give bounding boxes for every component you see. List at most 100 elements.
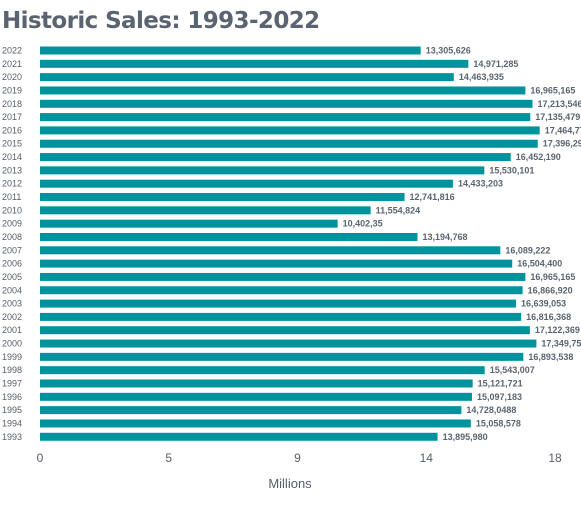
data-label-2000: 17,349,755 [541,339,581,349]
category-label-2013: 2013 [2,165,22,175]
category-label-2003: 2003 [2,299,22,309]
data-label-2010: 11,554,824 [376,205,421,215]
x-tick-label: 14 [420,451,434,465]
category-label-2010: 2010 [2,205,22,215]
category-label-2022: 2022 [2,46,22,56]
bar-1999 [40,352,524,361]
chart-title: Historic Sales: 1993-2022 [2,8,320,34]
category-label-2000: 2000 [2,339,22,349]
data-label-2017: 17,135,479 [535,112,580,122]
bar-2009 [40,219,338,228]
category-label-2012: 2012 [2,179,22,189]
category-label-2019: 2019 [2,85,22,95]
category-label-2004: 2004 [2,285,22,295]
bar-2007 [40,246,501,255]
category-label-2018: 2018 [2,99,22,109]
category-label-1997: 1997 [2,379,22,389]
x-tick-label: 9 [294,451,301,465]
category-label-1996: 1996 [2,392,22,402]
data-label-2006: 16,504,400 [517,259,562,269]
bar-2003 [40,299,517,308]
x-axis-title: Millions [268,476,312,491]
data-label-2002: 16,816,368 [526,312,571,322]
data-label-2012: 14,433,203 [458,179,503,189]
data-label-2022: 13,305,626 [426,46,471,56]
category-label-2011: 2011 [2,192,21,202]
data-label-2003: 16,639,053 [521,299,566,309]
x-tick-label: 5 [165,451,172,465]
bar-2017 [40,113,531,122]
bar-1998 [40,366,485,375]
bar-1997 [40,379,473,388]
bar-2010 [40,206,371,215]
x-tick-labels-group: 0 5 9 14 18 [37,451,562,465]
x-tick-label: 0 [37,451,44,465]
bar-2014 [40,153,511,162]
data-label-2004: 16,866,920 [528,285,573,295]
data-label-2001: 17,122,369 [535,325,580,335]
bar-2022 [40,46,421,55]
category-label-1995: 1995 [2,405,22,415]
data-label-2011: 12,741,816 [410,192,455,202]
category-label-2021: 2021 [2,59,22,69]
bar-1993 [40,432,438,441]
category-label-1994: 1994 [2,418,22,428]
data-label-2014: 16,452,190 [516,152,561,162]
data-label-2016: 17,464,777 [545,125,581,135]
bar-2020 [40,73,454,82]
category-label-1999: 1999 [2,352,22,362]
category-label-2020: 2020 [2,72,22,82]
bar-2018 [40,99,533,108]
data-label-1993: 13,895,980 [443,432,488,442]
category-label-2014: 2014 [2,152,22,162]
bar-2005 [40,272,526,281]
data-label-2013: 15,530,101 [489,165,534,175]
bar-2002 [40,312,522,321]
category-labels-group: 2022 2021 2020 2019 2018 2017 2016 2015 2014 2013… [2,46,22,442]
x-tick-label: 18 [548,451,562,465]
data-label-2021: 14,971,285 [473,59,518,69]
data-label-1996: 15,097,183 [477,392,522,402]
bar-2011 [40,193,405,202]
data-label-2007: 16,089,222 [505,245,550,255]
category-label-2017: 2017 [2,112,22,122]
bar-1996 [40,392,472,401]
category-label-2008: 2008 [2,232,22,242]
data-label-1998: 15,543,007 [490,365,535,375]
data-label-1999: 16,893,538 [528,352,573,362]
bar-2015 [40,139,538,148]
bar-2000 [40,339,537,348]
bar-2019 [40,86,526,95]
category-label-1998: 1998 [2,365,22,375]
bars-group [40,46,540,441]
data-label-2020: 14,463,935 [459,72,504,82]
bar-2004 [40,286,523,295]
bar-1995 [40,406,462,415]
data-label-1997: 15,121,721 [478,379,523,389]
data-label-2015: 17,396,291 [543,139,581,149]
bar-2006 [40,259,513,268]
bar-2016 [40,126,540,135]
bar-2001 [40,326,530,335]
bar-2008 [40,232,418,241]
data-label-1994: 15,058,578 [476,418,521,428]
category-label-2015: 2015 [2,139,22,149]
category-label-2009: 2009 [2,219,22,229]
data-label-2018: 17,213,546 [538,99,581,109]
category-label-1993: 1993 [2,432,22,442]
category-label-2002: 2002 [2,312,22,322]
bar-2013 [40,166,485,175]
data-label-2019: 16,965,165 [530,85,575,95]
category-label-2016: 2016 [2,125,22,135]
category-label-2001: 2001 [2,325,22,335]
bar-1994 [40,419,471,428]
category-label-2007: 2007 [2,245,22,255]
data-label-2009: 10,402,35 [343,219,383,229]
data-label-2008: 13,194,768 [423,232,468,242]
data-label-1995: 14,728,0488 [466,405,516,415]
category-label-2006: 2006 [2,259,22,269]
category-label-2005: 2005 [2,272,22,282]
data-label-2005: 16,965,165 [530,272,575,282]
